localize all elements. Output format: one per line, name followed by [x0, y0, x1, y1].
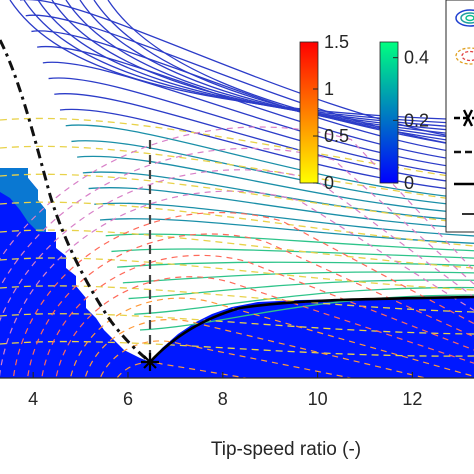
colorbar-tick-label: 1 [324, 79, 334, 99]
dashed-contour-line [0, 257, 474, 291]
red-dashed-contour [99, 340, 354, 378]
red-dashed-contour [0, 126, 474, 272]
dashed-contour-line [0, 285, 474, 313]
red-dashed-contour [26, 233, 474, 378]
optimum-marker [141, 353, 159, 371]
contour-line [77, 155, 474, 215]
x-tick-label: 8 [218, 389, 228, 409]
colorbar-tick-label: 1.5 [324, 32, 349, 52]
contour-line [71, 140, 474, 208]
red-dashed-contour [84, 318, 429, 378]
legend-entry-optimal-path [454, 109, 474, 127]
filled-region [0, 168, 474, 378]
x-tick-label: 4 [28, 389, 38, 409]
dashed-contour-line [0, 173, 474, 225]
colorbar-tick-label: 0.2 [404, 110, 429, 130]
legend-entry-blue-contours [455, 9, 474, 27]
contour-line [42, 61, 474, 171]
red-dashed-contour [12, 212, 474, 378]
contour-line [54, 93, 474, 185]
colorbar-tick-label: 0 [404, 173, 414, 193]
contour-lines [9, 0, 474, 331]
colorbar-cool-ticks: 0.4 0.2 0 [393, 48, 429, 193]
colorbar-cool [379, 41, 399, 184]
red-dashed-contour [41, 254, 474, 378]
colorbar-warm-ticks: 1.5 1 0.5 0 [313, 32, 349, 193]
contour-line [134, 286, 474, 315]
x-tick-label: 10 [308, 389, 328, 409]
contour-line [51, 0, 474, 133]
legend-entry-warm-contours [455, 47, 474, 65]
red-dashed-contours [0, 126, 474, 378]
contour-line [9, 0, 474, 121]
contour-line [48, 77, 474, 178]
optimal-path-curve [0, 39, 151, 364]
contour-line [59, 108, 474, 193]
x-tick-label: 6 [123, 389, 133, 409]
contour-line [88, 187, 474, 230]
contour-line [37, 0, 474, 129]
red-dashed-contour [55, 276, 474, 378]
colorbar-tick-label: 0 [324, 173, 334, 193]
x-axis-ticks: 4 6 8 10 12 [28, 372, 422, 409]
red-dashed-contour [69, 297, 474, 378]
contour-line [65, 124, 474, 200]
colorbar-tick-label: 0.5 [324, 126, 349, 146]
dashed-contour-line [0, 340, 474, 357]
colorbar-warm [299, 41, 319, 184]
contour-line [94, 202, 474, 237]
legend [445, 0, 474, 233]
contour-line [65, 0, 474, 137]
region-edge-band [0, 168, 46, 232]
red-dashed-contour [0, 169, 474, 322]
dashed-contour-line [0, 145, 474, 203]
contour-line [79, 0, 474, 141]
x-tick-label: 12 [402, 389, 422, 409]
contour-line [128, 279, 474, 300]
red-dashed-contour [0, 190, 474, 378]
contour-line [82, 171, 474, 222]
contour-line [31, 30, 474, 156]
colorbar-tick-label: 0.4 [404, 48, 429, 68]
contour-line [105, 233, 474, 252]
contour-line [139, 294, 474, 331]
contour-line [23, 0, 474, 125]
x-axis-title: Tip-speed ratio (-) [211, 439, 361, 460]
contour-line [111, 248, 474, 259]
region-boundary-curve [149, 295, 474, 363]
red-dashed-contour [0, 147, 474, 289]
contour-line [117, 261, 474, 268]
